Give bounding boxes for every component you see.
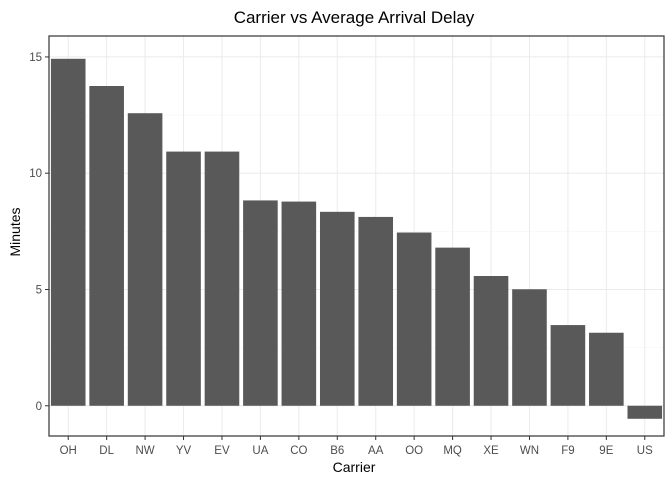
bar-dl — [89, 86, 124, 406]
x-tick-label: EV — [214, 445, 230, 457]
panel-border — [48, 35, 665, 437]
y-tick-label: 0 — [36, 401, 42, 413]
bar-us — [627, 405, 663, 419]
bar-f9 — [550, 325, 586, 406]
bar-oo — [396, 232, 432, 406]
x-tick-label: 9E — [599, 445, 613, 457]
bar-b6 — [319, 211, 355, 406]
x-tick-label: US — [637, 445, 653, 457]
x-axis: OH DL NW YV EV UA CO B6 AA OO MQ XE WN F9 9E US — [60, 436, 653, 457]
bar-9e — [589, 332, 624, 406]
bar-aa — [358, 216, 394, 406]
bar-ua — [243, 200, 278, 406]
x-tick-label: CO — [290, 445, 307, 457]
chart-title: Carrier vs Average Arrival Delay — [234, 8, 475, 27]
y-tick-label: 15 — [29, 52, 42, 64]
x-tick-label: F9 — [561, 445, 574, 457]
y-tick-label: 10 — [29, 168, 42, 180]
x-tick-label: XE — [483, 445, 499, 457]
x-tick-label: DL — [99, 445, 114, 457]
x-tick-label: YV — [176, 445, 192, 457]
y-axis-title: Minutes — [7, 207, 23, 256]
bars — [50, 58, 663, 419]
bar-yv — [166, 151, 201, 406]
x-tick-label: B6 — [330, 445, 344, 457]
x-tick-label: NW — [136, 445, 155, 457]
x-tick-label: AA — [368, 445, 384, 457]
bar-mq — [435, 247, 470, 406]
x-tick-label: OH — [60, 445, 77, 457]
x-tick-label: UA — [252, 445, 268, 457]
bar-nw — [127, 113, 163, 406]
x-tick-label: OO — [405, 445, 423, 457]
y-tick-label: 5 — [36, 284, 42, 296]
y-axis: 0 5 10 15 — [29, 52, 49, 413]
bar-wn — [512, 289, 547, 406]
x-tick-label: WN — [520, 445, 539, 457]
x-axis-title: Carrier — [333, 459, 376, 475]
bar-xe — [473, 276, 509, 406]
bar-co — [281, 201, 317, 406]
bar-ev — [204, 151, 240, 406]
x-tick-label: MQ — [443, 445, 462, 457]
bar-oh — [50, 58, 86, 406]
